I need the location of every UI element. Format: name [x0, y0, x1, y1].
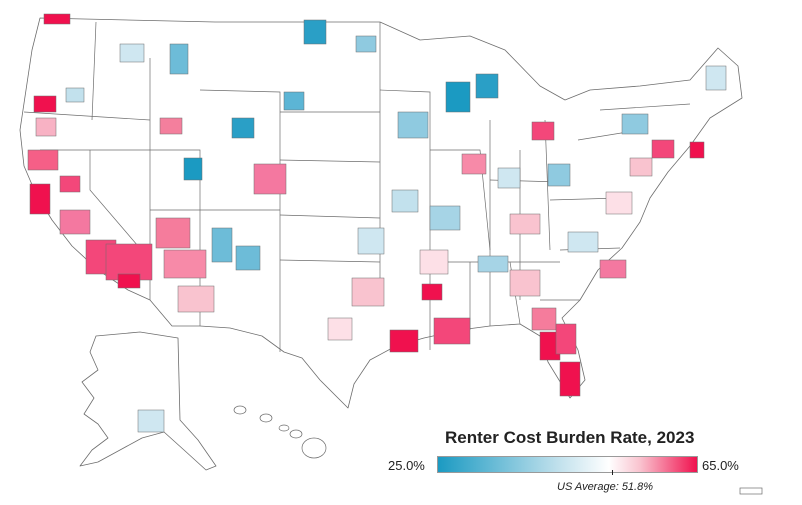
- area-oregon-east: [65, 87, 85, 103]
- area-denver: [253, 163, 287, 195]
- area-albuquerque: [235, 245, 261, 271]
- area-new-orleans: [433, 317, 471, 345]
- area-arkansas: [419, 249, 449, 275]
- area-carolina-coast: [599, 259, 627, 279]
- area-orlando: [555, 323, 577, 355]
- area-dc: [605, 191, 633, 215]
- legend-average-tick: [611, 470, 613, 475]
- area-nashville: [477, 255, 509, 273]
- area-reno: [59, 175, 81, 193]
- area-sacramento: [27, 149, 59, 171]
- area-memphis: [421, 283, 443, 301]
- area-kansas-city: [391, 189, 419, 213]
- area-maine: [705, 65, 727, 91]
- area-sf-bay: [29, 183, 51, 215]
- area-utah-south: [211, 227, 233, 263]
- area-dallas: [351, 277, 385, 307]
- area-boston: [689, 141, 705, 159]
- area-boise: [159, 117, 183, 135]
- area-tucson: [177, 285, 215, 313]
- puerto-rico: [739, 487, 763, 495]
- area-las-vegas: [155, 217, 191, 249]
- area-new-york: [651, 139, 675, 159]
- area-portland: [33, 95, 57, 113]
- area-houston: [389, 329, 419, 353]
- legend-average-label: US Average: 51.8%: [557, 481, 654, 493]
- area-salt-lake: [183, 157, 203, 181]
- area-okc: [357, 227, 385, 255]
- area-san-diego: [117, 273, 141, 289]
- area-kentucky: [509, 213, 541, 235]
- area-wa-east: [119, 43, 145, 63]
- area-seattle: [43, 13, 71, 25]
- area-phoenix: [163, 249, 207, 279]
- area-charlotte: [567, 231, 599, 253]
- area-missouri: [429, 205, 461, 231]
- area-anchorage: [137, 409, 165, 433]
- area-atlanta: [509, 269, 541, 297]
- area-detroit: [531, 121, 555, 141]
- area-wisconsin: [445, 81, 471, 113]
- legend-min-label: 25.0%: [388, 458, 425, 473]
- legend-title: Renter Cost Burden Rate, 2023: [445, 428, 695, 447]
- area-montana-a: [231, 117, 255, 139]
- area-philadelphia: [629, 157, 653, 177]
- area-austin: [327, 317, 353, 341]
- area-upstate-ny: [621, 113, 649, 135]
- area-indianapolis: [497, 167, 521, 189]
- hawaii-islands: [233, 405, 327, 459]
- metro-areas: [27, 13, 727, 397]
- area-chicago: [461, 153, 487, 175]
- area-minneapolis: [397, 111, 429, 139]
- area-miami: [559, 361, 581, 397]
- area-nd-b: [355, 35, 377, 53]
- alaska-outline: [79, 331, 217, 471]
- area-fresno: [59, 209, 91, 235]
- area-michigan-n: [475, 73, 499, 99]
- area-oregon-valley: [35, 117, 57, 137]
- area-columbus: [547, 163, 571, 187]
- area-nd-a: [303, 19, 327, 45]
- area-jacksonville: [531, 307, 557, 331]
- legend-color-bar: [437, 456, 698, 473]
- area-idaho-north: [169, 43, 189, 75]
- area-montana-b: [283, 91, 305, 111]
- legend-max-label: 65.0%: [702, 458, 739, 473]
